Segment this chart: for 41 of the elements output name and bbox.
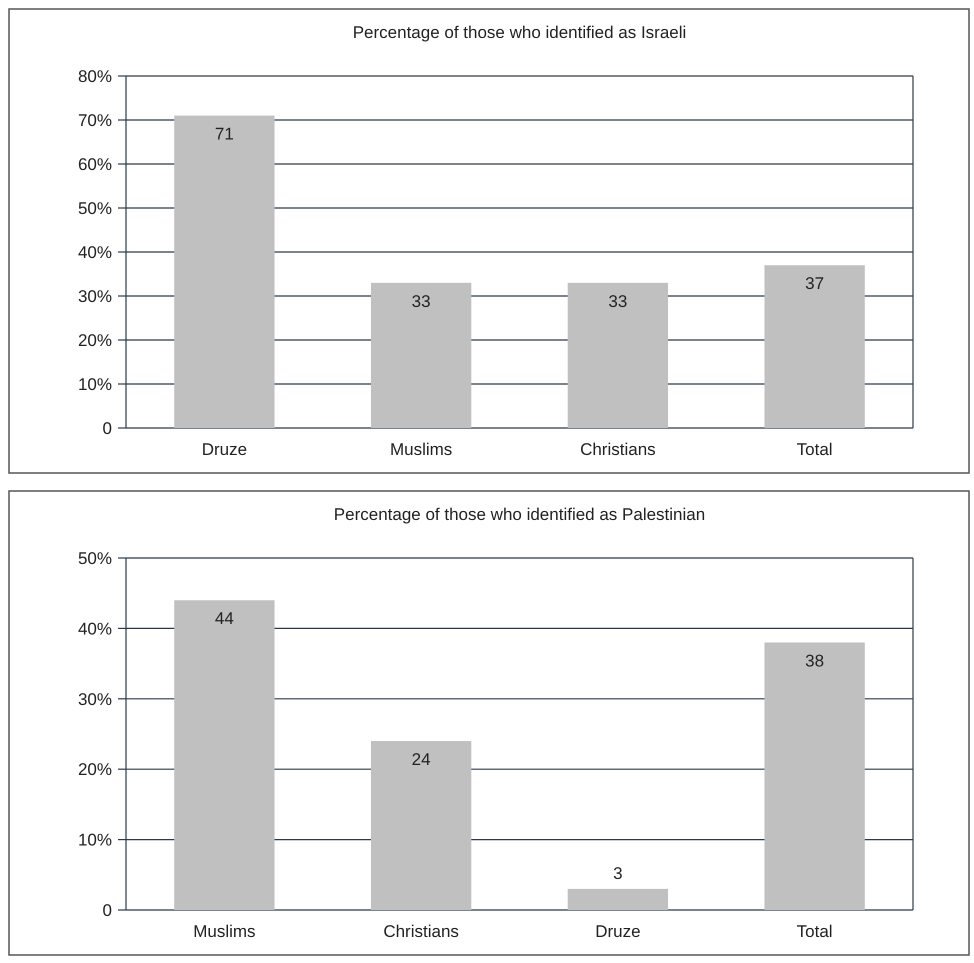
x-tick-label: Total xyxy=(796,922,833,941)
x-tick-label: Muslims xyxy=(390,440,452,459)
data-label: 38 xyxy=(805,651,824,670)
y-tick-label: 40% xyxy=(78,619,112,638)
y-tick-label: 30% xyxy=(78,690,112,709)
data-label: 37 xyxy=(805,274,824,294)
chart-title: Percentage of those who identified as Palestinian xyxy=(334,505,706,524)
x-tick-label: Druze xyxy=(202,440,248,459)
x-tick-label: Total xyxy=(796,440,833,459)
y-tick-label: 80% xyxy=(78,67,112,86)
y-tick-label: 10% xyxy=(78,830,112,850)
y-tick-label: 50% xyxy=(78,199,112,218)
y-tick-label: 20% xyxy=(78,331,112,350)
data-label: 33 xyxy=(412,292,431,311)
bar xyxy=(568,888,668,910)
data-label: 3 xyxy=(613,864,623,883)
bar xyxy=(370,282,472,428)
data-label: 24 xyxy=(412,750,431,770)
bar xyxy=(764,642,865,910)
x-tick-label: Christians xyxy=(580,440,656,459)
y-tick-label: 20% xyxy=(78,760,112,780)
bar xyxy=(174,600,275,910)
data-label: 44 xyxy=(214,609,234,628)
y-tick-label: 30% xyxy=(78,287,112,306)
y-tick-label: 50% xyxy=(78,549,112,568)
bar xyxy=(568,282,668,428)
y-tick-label: 10% xyxy=(78,375,112,394)
y-tick-label: 40% xyxy=(78,243,112,262)
chart-title: Percentage of those who identified as Israeli xyxy=(352,23,686,42)
bar xyxy=(174,116,275,428)
y-tick-label: 0 xyxy=(102,419,112,438)
x-tick-label: Muslims xyxy=(193,922,256,941)
y-tick-label: 60% xyxy=(78,155,112,174)
bar xyxy=(764,265,865,428)
data-label: 71 xyxy=(214,124,234,144)
data-label: 33 xyxy=(608,292,628,311)
y-tick-label: 70% xyxy=(78,111,112,130)
y-tick-label: 0 xyxy=(102,901,112,920)
x-tick-label: Christians xyxy=(383,922,459,941)
bar xyxy=(370,741,472,910)
x-tick-label: Druze xyxy=(595,922,641,941)
